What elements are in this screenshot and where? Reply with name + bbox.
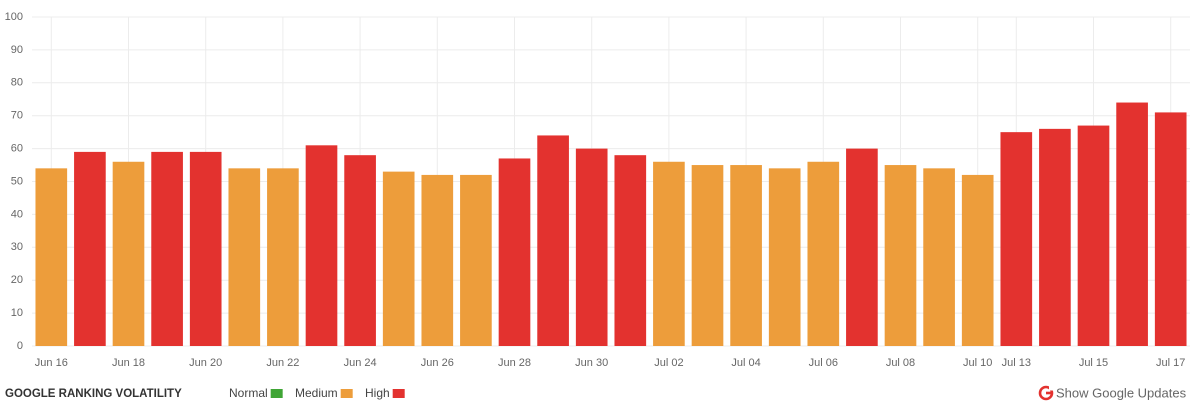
y-tick-label: 70 [11, 110, 23, 122]
x-tick-label: Jul 04 [731, 357, 760, 369]
x-tick-label: Jun 30 [575, 357, 608, 369]
y-tick-label: 0 [17, 340, 23, 352]
y-tick-label: 10 [11, 307, 23, 319]
x-tick-label: Jun 26 [421, 357, 454, 369]
show-updates-link[interactable]: Show Google Updates [1056, 385, 1187, 400]
legend-swatch [392, 389, 405, 398]
x-tick-label: Jun 22 [266, 357, 299, 369]
bar [189, 151, 222, 346]
legend-label: Normal [229, 386, 268, 400]
bar [228, 168, 261, 346]
bar [575, 148, 608, 346]
bar [1154, 112, 1187, 346]
x-tick-label: Jun 16 [35, 357, 68, 369]
y-tick-label: 90 [11, 44, 23, 56]
bar [1000, 132, 1033, 346]
bar [344, 155, 376, 346]
x-tick-label: Jun 28 [498, 357, 531, 369]
bar [498, 158, 531, 346]
bar [730, 165, 762, 346]
y-tick-label: 20 [11, 274, 23, 286]
bar [74, 151, 106, 346]
bar [691, 165, 724, 346]
legend-label: High [365, 386, 390, 400]
legend-label: Medium [295, 386, 338, 400]
bar [267, 168, 299, 346]
y-tick-label: 60 [11, 143, 23, 155]
bar [1077, 125, 1110, 346]
x-tick-label: Jul 08 [886, 357, 915, 369]
x-tick-label: Jul 10 [963, 357, 992, 369]
bar [961, 174, 994, 346]
x-tick-label: Jul 15 [1079, 357, 1108, 369]
google-icon-gap[interactable] [1049, 385, 1055, 391]
bar [421, 174, 454, 346]
y-tick-label: 80 [11, 77, 23, 89]
bar [382, 171, 415, 346]
bar [151, 151, 183, 346]
y-tick-label: 50 [11, 175, 23, 187]
x-tick-label: Jul 02 [654, 357, 683, 369]
bar [614, 155, 647, 346]
y-tick-label: 100 [5, 11, 23, 23]
bar [884, 165, 917, 346]
bar [653, 161, 685, 346]
bar [846, 148, 878, 346]
bar [768, 168, 801, 346]
chart-title: GOOGLE RANKING VOLATILITY [5, 388, 182, 400]
bar [460, 174, 492, 346]
bar [537, 135, 569, 346]
bar [1116, 102, 1148, 346]
y-tick-label: 30 [11, 241, 23, 253]
google-icon-bar[interactable] [1046, 391, 1053, 395]
legend-swatch [270, 389, 283, 398]
x-tick-label: Jun 24 [344, 357, 377, 369]
bar [923, 168, 955, 346]
x-tick-label: Jul 13 [1002, 357, 1031, 369]
bar [1039, 128, 1071, 346]
x-tick-label: Jun 18 [112, 357, 145, 369]
legend-swatch [340, 389, 353, 398]
x-tick-label: Jul 17 [1156, 357, 1185, 369]
bar [112, 161, 145, 346]
y-tick-label: 40 [11, 208, 23, 220]
bar [305, 145, 338, 346]
bar [807, 161, 840, 346]
x-tick-label: Jul 06 [809, 357, 838, 369]
x-tick-label: Jun 20 [189, 357, 222, 369]
show-updates[interactable]: Show Google Updates [1038, 385, 1187, 400]
bar [35, 168, 68, 346]
